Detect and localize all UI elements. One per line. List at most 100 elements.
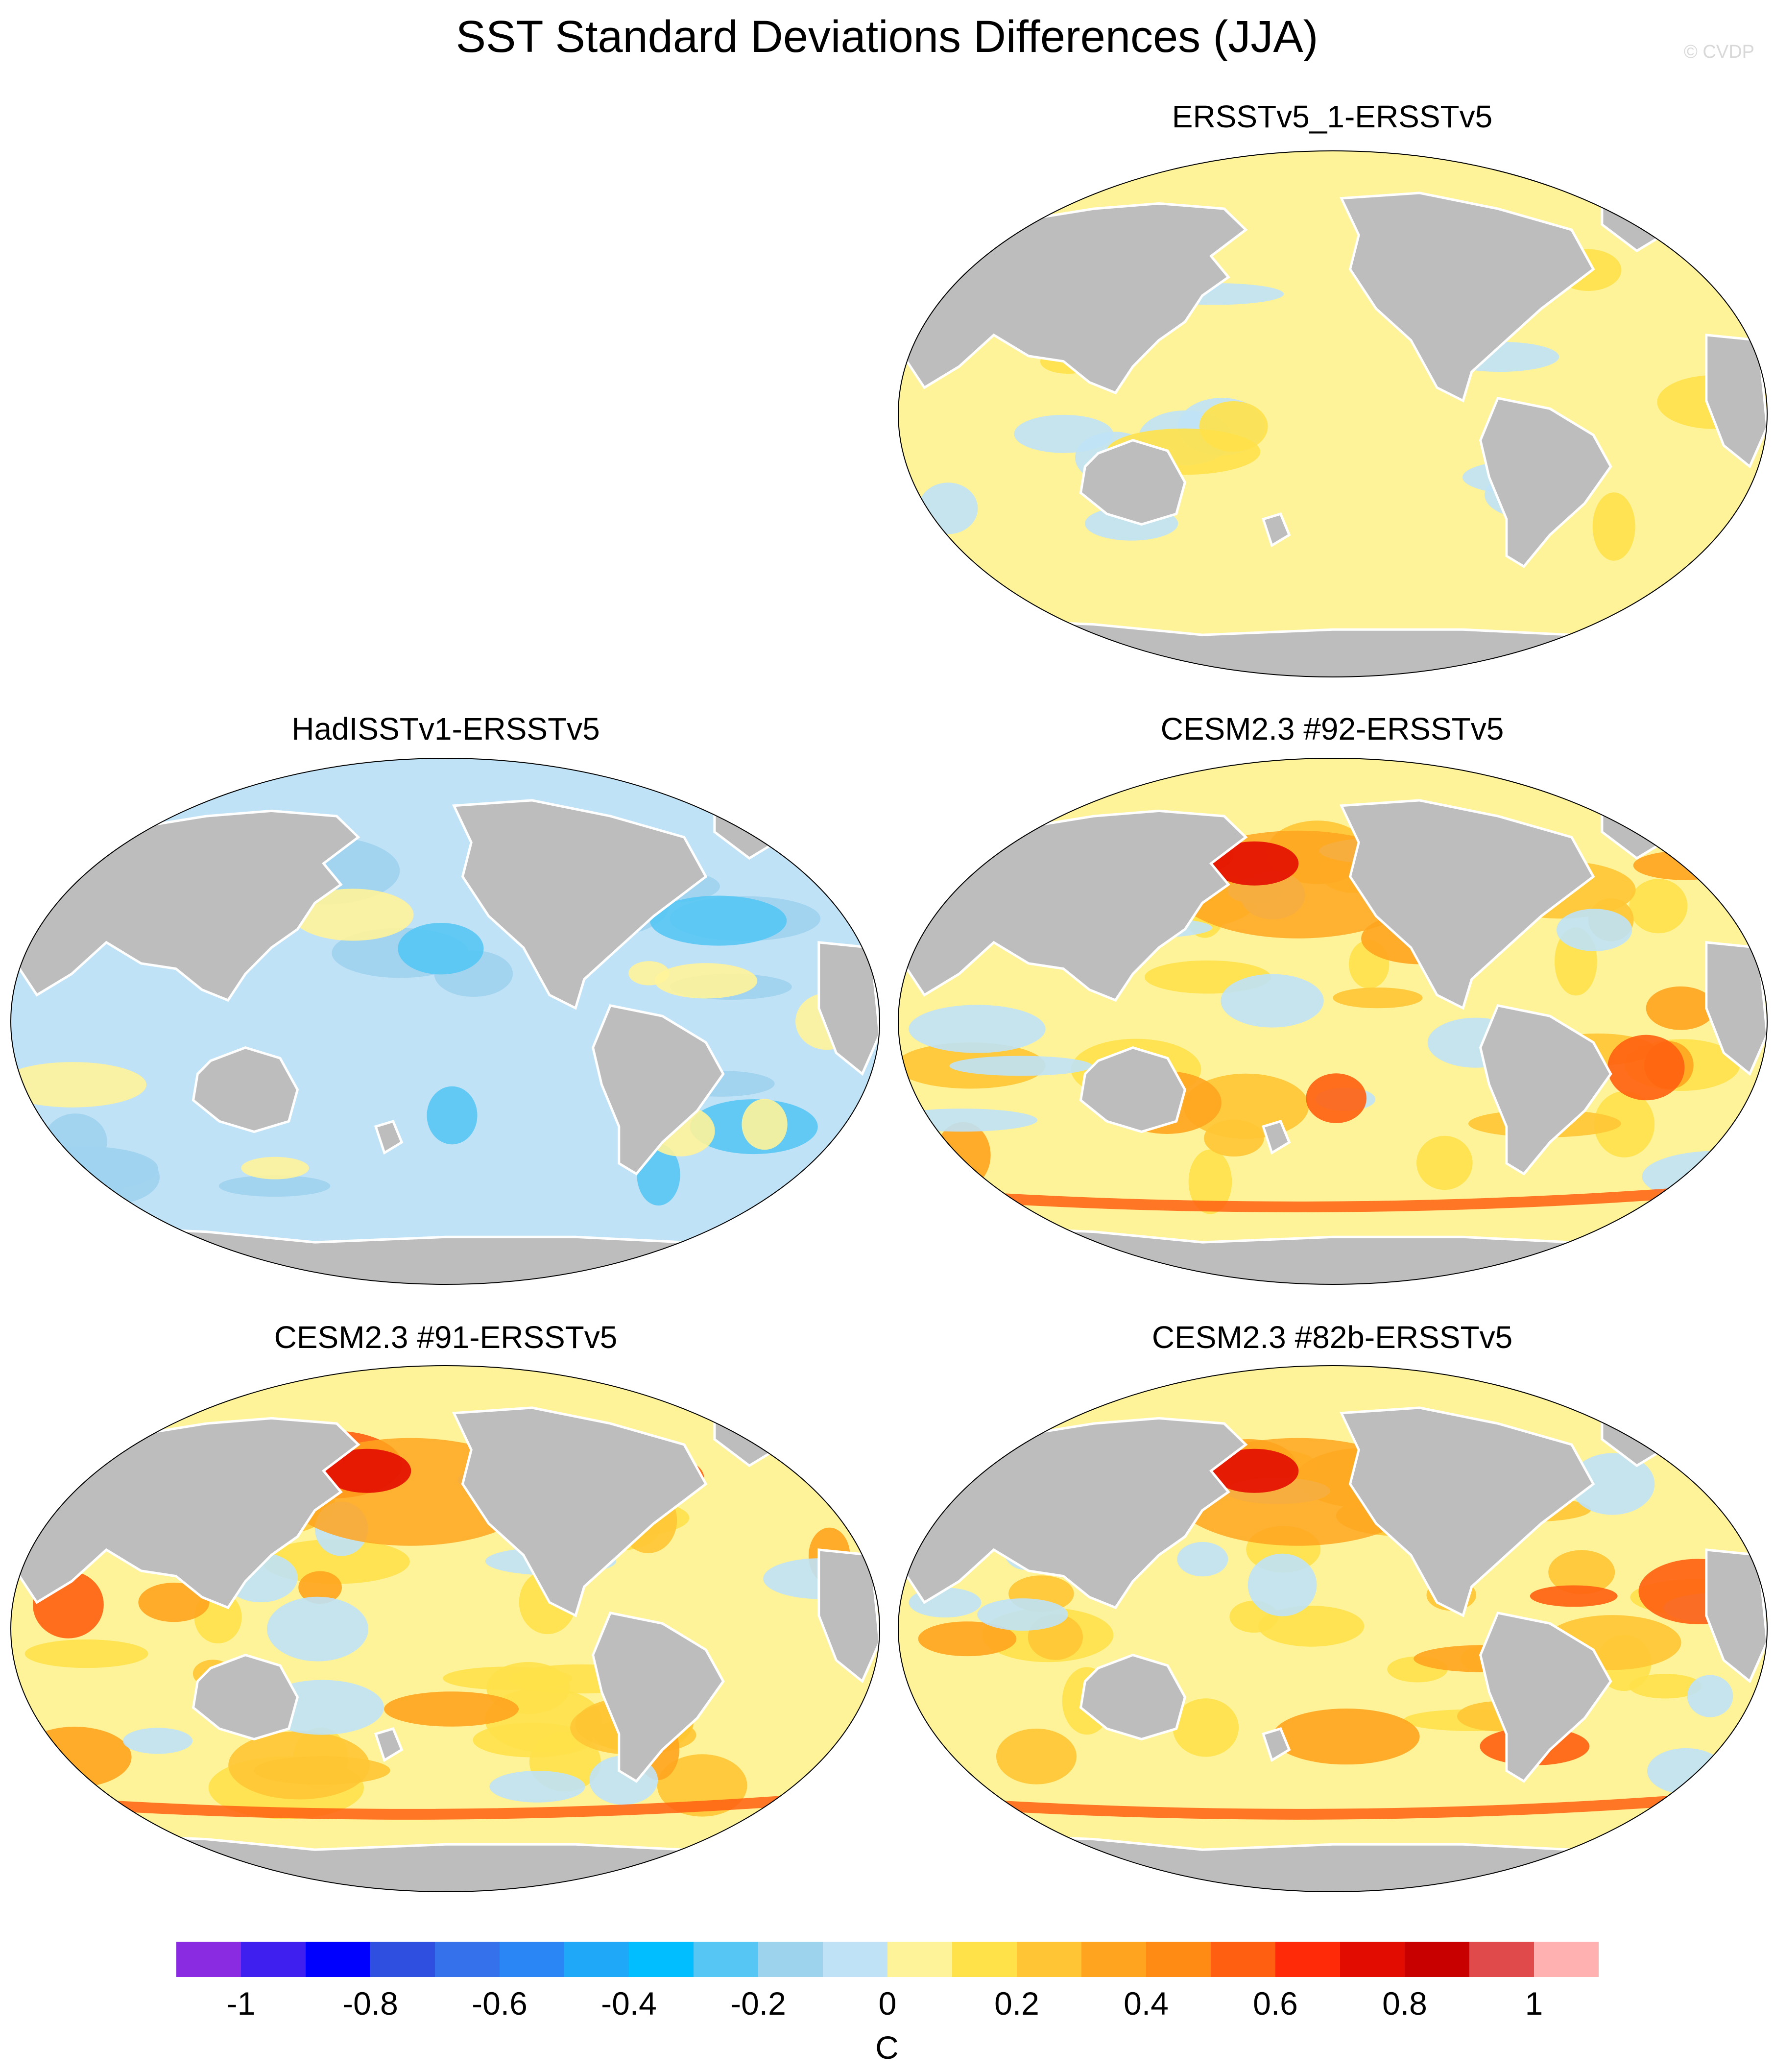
anomaly-patch: [489, 1770, 585, 1803]
landmass: [959, 618, 1703, 677]
anomaly-patch: [323, 1448, 411, 1493]
landmass: [72, 1832, 815, 1892]
anomaly-patch: [909, 1005, 1046, 1053]
landmass: [1479, 1004, 1612, 1176]
anomaly-patch: [1221, 974, 1324, 1028]
colorbar-swatch: [435, 1942, 500, 1977]
panel-title-hadisstv1: HadISSTv1-ERSSTv5: [291, 711, 600, 747]
map-cesm-82b: [898, 1365, 1768, 1892]
colorbar-swatch: [1405, 1942, 1470, 1977]
anomaly-patch: [649, 895, 787, 946]
map-frame: [10, 1365, 880, 1892]
colorbar-tick-label: 0.6: [1253, 1985, 1298, 2022]
anomaly-patch: [918, 1621, 1017, 1657]
landmass: [1339, 799, 1595, 1010]
anomaly-patch: [1646, 986, 1716, 1030]
colorbar-swatch: [758, 1942, 823, 1977]
anomaly-patch: [1548, 1550, 1615, 1594]
colorbar-swatch: [694, 1942, 759, 1977]
landmass: [192, 1046, 299, 1133]
watermark: © CVDP: [1683, 42, 1754, 62]
colorbar-swatch: [176, 1942, 241, 1977]
landmass: [1079, 1654, 1187, 1741]
anomaly-patch: [1629, 879, 1688, 934]
anomaly-patch: [1210, 841, 1299, 886]
anomaly-patch: [228, 1731, 370, 1800]
colorbar-swatch: [1275, 1942, 1341, 1977]
anomaly-patch: [15, 1146, 159, 1191]
anomaly-patch: [1247, 1553, 1317, 1616]
page-title: SST Standard Deviations Differences (JJA…: [455, 12, 1319, 62]
anomaly-patch: [18, 1727, 132, 1788]
landmass: [1261, 512, 1291, 548]
map-frame: [10, 758, 880, 1285]
colorbar-swatch: [1534, 1942, 1599, 1977]
colorbar-swatch: [564, 1942, 629, 1977]
landmass: [72, 1225, 815, 1284]
anomaly-band: [941, 1184, 1725, 1212]
anomaly-patch: [1204, 1120, 1264, 1157]
anomaly-patch: [1306, 1073, 1366, 1123]
anomaly-patch: [138, 1583, 210, 1622]
anomaly-patch: [935, 1122, 991, 1188]
anomaly-patch: [1557, 909, 1632, 951]
landmass: [591, 1611, 725, 1783]
panel-title-ersstv5-1: ERSSTv5_1-ERSSTv5: [1172, 99, 1493, 134]
anomaly-patch: [1594, 1091, 1655, 1157]
anomaly-patch: [742, 1099, 788, 1150]
anomaly-patch: [267, 1596, 369, 1662]
anomaly-patch: [241, 1156, 309, 1180]
landmass: [1479, 396, 1612, 568]
anomaly-patch: [24, 1639, 148, 1668]
landmass: [1261, 1727, 1291, 1762]
colorbar-swatch: [952, 1942, 1017, 1977]
colorbar-swatch: [887, 1942, 953, 1977]
anomaly-patch: [1333, 987, 1423, 1009]
landmass: [192, 1654, 299, 1741]
anomaly-patch: [654, 963, 758, 999]
anomaly-patch: [1633, 850, 1736, 880]
landmass: [1079, 1046, 1187, 1133]
anomaly-patch: [1272, 1708, 1420, 1765]
anomaly-band: [53, 1791, 837, 1820]
colorbar-swatch: [1469, 1942, 1534, 1977]
colorbar-unit-label: C: [875, 2029, 899, 2066]
colorbar-tick-label: 0.8: [1382, 1985, 1427, 2022]
anomaly-patch: [218, 1175, 331, 1197]
colorbar-swatch: [1081, 1942, 1147, 1977]
anomaly-patch: [1607, 1035, 1685, 1101]
landmass: [1261, 1120, 1291, 1155]
anomaly-patch: [298, 1571, 342, 1604]
anomaly-patch: [1647, 1748, 1725, 1794]
colorbar-tick-label: -0.2: [730, 1985, 786, 2022]
colorbar: [176, 1942, 1599, 1977]
anomaly-patch: [977, 1598, 1068, 1631]
landmass: [1079, 439, 1187, 526]
anomaly-patch: [1592, 492, 1635, 561]
colorbar-swatch: [823, 1942, 888, 1977]
landmass: [591, 1004, 725, 1176]
colorbar-tick-label: -1: [226, 1985, 256, 2022]
map-ersstv5-1: [898, 150, 1768, 677]
colorbar-swatch: [1146, 1942, 1211, 1977]
landmass: [1479, 1611, 1612, 1783]
colorbar-tick-label: 0.4: [1124, 1985, 1169, 2022]
anomaly-patch: [1687, 1675, 1733, 1717]
anomaly-patch: [996, 1728, 1077, 1784]
panel-title-cesm-82b: CESM2.3 #82b-ERSSTv5: [1151, 1320, 1513, 1355]
colorbar-tick-label: -0.6: [472, 1985, 527, 2022]
anomaly-patch: [384, 1691, 519, 1727]
anomaly-band: [941, 1791, 1725, 1820]
anomaly-patch: [262, 1539, 410, 1584]
landmass: [1339, 1406, 1595, 1617]
map-hadisstv1: [10, 758, 880, 1285]
map-frame: [898, 1365, 1768, 1892]
colorbar-tick-label: 0.2: [994, 1985, 1039, 2022]
anomaly-patch: [1629, 1674, 1702, 1699]
colorbar-swatch: [306, 1942, 371, 1977]
panel-title-cesm-91: CESM2.3 #91-ERSSTv5: [274, 1320, 618, 1355]
colorbar-swatch: [370, 1942, 435, 1977]
anomaly-patch: [1173, 1698, 1239, 1757]
anomaly-patch: [473, 1723, 592, 1758]
anomaly-patch: [1177, 1542, 1228, 1577]
